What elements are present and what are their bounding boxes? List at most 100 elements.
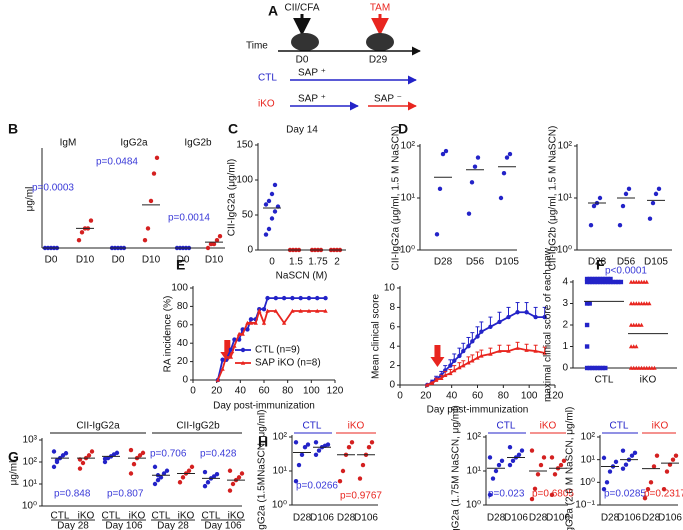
group-label: IgG2b: [184, 138, 212, 149]
y-tick-label: 0: [562, 363, 568, 374]
y-axis-label: CII-IgG2a (μg/ml, 1.5 M NaSCN): [391, 126, 402, 271]
point: [298, 295, 303, 301]
y-tick-label: 8: [389, 302, 395, 313]
point: [506, 314, 511, 320]
x-tick-label: D105: [644, 257, 668, 268]
point: [357, 476, 363, 481]
point: [488, 351, 493, 356]
annotation: p=0.2317: [644, 489, 683, 500]
point: [653, 191, 659, 197]
legend-label: SAP iKO (n=8): [255, 358, 321, 369]
point: [541, 455, 547, 460]
point: [623, 462, 629, 467]
point: [128, 447, 134, 453]
panel-letter: E: [176, 257, 185, 273]
point: [240, 331, 245, 336]
point: [313, 440, 319, 445]
point: [549, 492, 555, 497]
group-label: IgG2a: [120, 138, 148, 149]
point: [77, 466, 83, 471]
point: [269, 216, 275, 221]
x-tick-label: 60: [258, 386, 270, 397]
y-axis-label: IgG2a (2.0 M NaSCN, μg/ml): [565, 407, 576, 530]
point: [613, 459, 619, 465]
x-tick-label: CTL: [202, 511, 221, 522]
point: [248, 317, 254, 322]
panel-letter: H: [258, 434, 268, 450]
panel-letter: C: [228, 121, 238, 137]
y-tick-label: 10⁰: [272, 500, 287, 511]
point: [293, 440, 299, 445]
point: [552, 472, 558, 477]
point: [529, 496, 535, 502]
x-tick-label: D28: [434, 257, 453, 268]
point: [296, 462, 302, 468]
point: [266, 226, 272, 232]
point: [223, 354, 229, 359]
annotation: p=0.848: [54, 489, 91, 500]
y-tick-label: 0: [247, 245, 253, 256]
point: [601, 486, 607, 492]
point: [515, 345, 520, 350]
y-tick-label: 10¹: [23, 479, 38, 490]
annotation: p=0.0014: [168, 213, 210, 224]
x-tick-label: D28: [642, 513, 661, 524]
point: [145, 226, 151, 231]
y-tick-label: 10⁻¹: [575, 500, 595, 511]
x-tick-label: D10: [142, 255, 161, 266]
y-tick-label: 100: [236, 175, 253, 186]
x-tick-label: iKO: [228, 511, 245, 522]
point: [623, 191, 629, 197]
point: [519, 448, 525, 453]
point: [588, 222, 594, 228]
y-tick-label: 100: [171, 283, 188, 294]
point: [137, 453, 143, 458]
x-tick-label: iKO: [129, 511, 146, 522]
point: [236, 475, 242, 480]
point: [315, 295, 320, 301]
point: [51, 449, 57, 454]
x-axis-label: NaSCN (M): [276, 271, 328, 282]
point: [493, 468, 499, 474]
point: [498, 195, 504, 201]
point: [272, 209, 278, 214]
y-tick-label: 10⁰: [557, 245, 572, 256]
point: [597, 365, 603, 371]
point: [261, 320, 267, 325]
point: [626, 186, 632, 192]
x-tick-label: D28: [293, 513, 312, 524]
point: [533, 348, 538, 353]
point: [424, 382, 430, 387]
point: [592, 279, 598, 285]
x-tick-label: D106: [354, 513, 378, 524]
point: [128, 471, 134, 476]
x-tick-label: D28: [487, 513, 506, 524]
annotation: p=0.706: [150, 449, 187, 460]
point: [670, 457, 676, 462]
point: [293, 479, 299, 484]
legend-label: CTL (n=9): [255, 345, 300, 356]
point: [232, 337, 237, 342]
point: [211, 474, 217, 479]
panel-letter: G: [8, 449, 19, 465]
panel-letter: F: [596, 257, 605, 273]
y-tick-label: 0: [389, 380, 395, 391]
x-tick-label: 40: [235, 386, 247, 397]
point: [597, 279, 603, 285]
x-tick-label: D10: [76, 255, 95, 266]
y-axis-label: CII-IgG2b (μg/ml, 1.5 M NaSCN): [548, 126, 559, 271]
point: [613, 279, 618, 285]
panel-letter: B: [8, 121, 18, 137]
point: [269, 191, 275, 197]
point: [600, 279, 605, 285]
y-tick-label: 20: [177, 356, 189, 367]
y-axis-label: CII-IgG2a (μg/ml): [227, 159, 238, 236]
point: [542, 350, 547, 355]
group-label: CII-IgG2b: [176, 421, 220, 432]
annotation: p=0.023: [488, 489, 525, 500]
point: [245, 320, 250, 325]
point: [618, 279, 624, 285]
annotation: p=0.807: [107, 489, 144, 500]
point: [54, 458, 60, 463]
point: [591, 203, 597, 209]
